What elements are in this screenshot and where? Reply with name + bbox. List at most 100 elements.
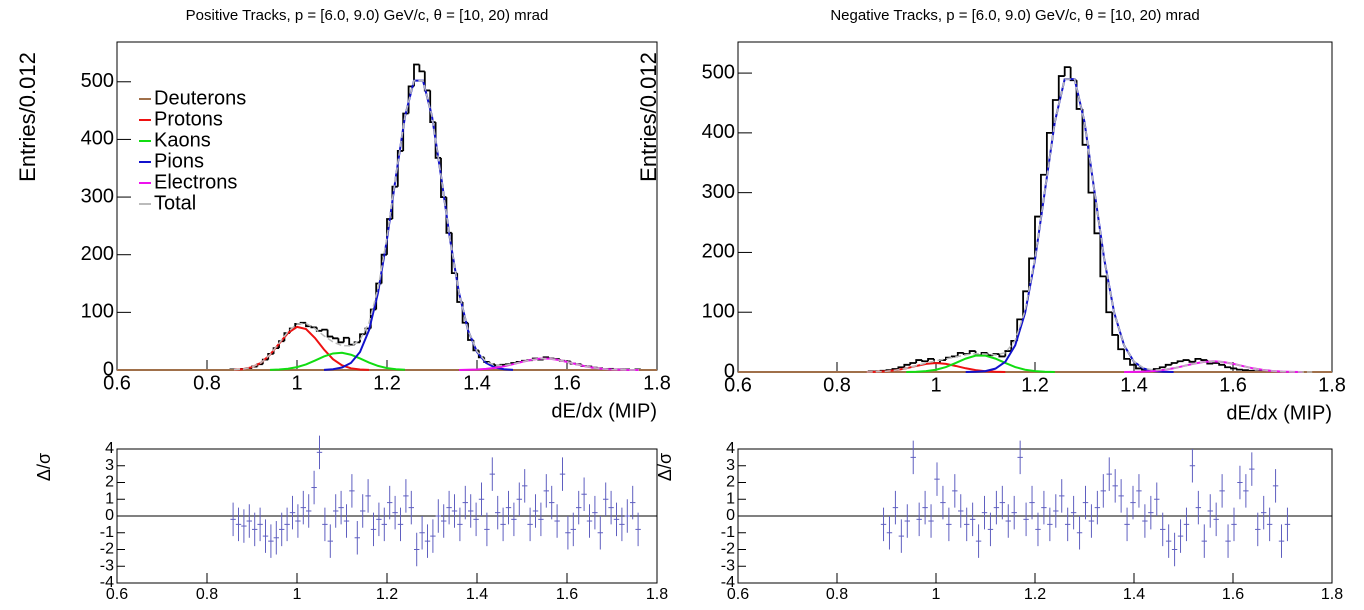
histogram-bin [1170,362,1178,365]
y-tick-label: 300 [81,185,114,207]
histogram-bin [278,340,285,349]
y-axis-label: Entries/0.012 [636,52,661,182]
y-tick-label: 2 [105,474,114,491]
y-tick-label: 0 [726,507,735,524]
x-tick-label: 0.8 [826,586,848,603]
y-tick-label: -3 [100,557,114,574]
x-tick-label: 1.4 [1120,374,1148,396]
histogram-bin [897,366,905,370]
histogram-bin [1188,360,1196,363]
x-tick-label: 1.6 [1222,586,1244,603]
plot-frame [737,41,1333,373]
legend-label: Pions [154,150,204,172]
fit-curve [323,79,514,371]
y-tick-label: 0 [724,360,735,382]
x-tick-label: 1.4 [1123,586,1145,603]
histogram-bin [1194,357,1202,362]
histogram-bin [956,351,964,357]
x-tick-label: 1.8 [1318,374,1346,396]
x-tick-label: 1.2 [1021,374,1049,396]
x-tick-label: 1.4 [466,586,488,603]
histogram-bin [1057,75,1065,100]
x-tick-label: 1.6 [1219,374,1247,396]
histogram-bin [1164,363,1172,368]
histogram-bin [1247,369,1255,372]
x-tick-label: 1.2 [373,372,401,394]
histogram-bin [326,329,333,338]
histogram-bin [909,362,917,365]
histogram-bin [1028,257,1035,292]
chart-title: Positive Tracks, p = [6.0, 9.0) GeV/c, θ… [186,7,549,24]
x-tick-label: 1.2 [376,586,398,603]
histogram-bin [1105,276,1113,314]
histogram-bin [1117,334,1125,351]
x-tick-label: 0.8 [823,374,851,396]
histogram-bin [1242,369,1249,372]
histogram-bin [1176,360,1184,364]
x-tick-label: 1 [930,374,941,396]
x-axis-label: dE/dx (MIP) [1226,402,1332,424]
x-tick-label: 1.2 [1024,586,1046,603]
y-tick-label: 200 [702,241,735,263]
histogram-bin [1022,290,1030,320]
histogram-bin [413,63,420,87]
x-tick-label: 1 [291,372,302,394]
histogram-bin [998,354,1006,358]
fit-curve [269,351,406,371]
y-tick-label: -4 [721,574,735,591]
chart-title: Negative Tracks, p = [6.0, 9.0) GeV/c, θ… [830,7,1199,24]
y-tick-label: 400 [81,128,114,150]
histogram-bin [1230,367,1237,370]
histogram-bin [402,112,409,151]
histogram-bin [1063,66,1071,77]
histogram-bin [1093,192,1101,235]
x-tick-label: 1 [293,586,302,603]
y-tick-label: 2 [726,474,735,491]
x-axis-label: dE/dx (MIP) [551,400,657,422]
histogram-bin [332,336,339,340]
legend-label: Deuterons [154,87,246,109]
histogram-bin [1224,364,1232,369]
y-tick-label: 3 [726,457,735,474]
y-tick-label: 100 [702,300,735,322]
y-tick-label: 0 [105,507,114,524]
y-tick-label: 1 [726,490,735,507]
histogram-bin [1236,368,1243,371]
legend-label: Electrons [154,171,237,193]
y-axis-label: Δ/σ [655,453,675,481]
histogram-bin [261,358,269,365]
histogram-bin [1045,131,1053,175]
histogram-bin [1129,358,1136,366]
y-axis-label: Δ/σ [34,453,54,481]
histogram-bin [1212,362,1220,364]
histogram-bin [418,64,425,73]
histogram-bin [342,336,350,343]
histogram-bin [1040,173,1047,217]
y-tick-label: 500 [81,70,114,92]
y-tick-label: 500 [702,61,735,83]
histogram-bin [272,347,279,354]
x-tick-label: 1.6 [553,372,581,394]
histogram-bin [1087,144,1095,194]
fit-curve [458,357,640,371]
y-tick-label: -2 [100,541,114,558]
y-tick-label: -1 [100,524,114,541]
legend-label: Protons [154,108,223,130]
histogram-bin [396,150,404,187]
histogram-bin [1158,366,1166,370]
histogram-bin [1111,312,1119,336]
fit-curve [233,79,640,371]
y-tick-label: 100 [81,301,114,323]
x-tick-label: 0.8 [193,372,221,394]
histogram-bin [968,350,976,355]
y-tick-label: 4 [726,440,735,457]
histogram-bin [1135,364,1142,370]
x-tick-label: 0.6 [724,374,752,396]
histogram-bin [1218,363,1226,366]
x-tick-label: 1.4 [463,372,491,394]
histogram-bin [1200,358,1208,361]
fit-curve [965,78,1174,373]
x-tick-label: 0.6 [106,586,128,603]
